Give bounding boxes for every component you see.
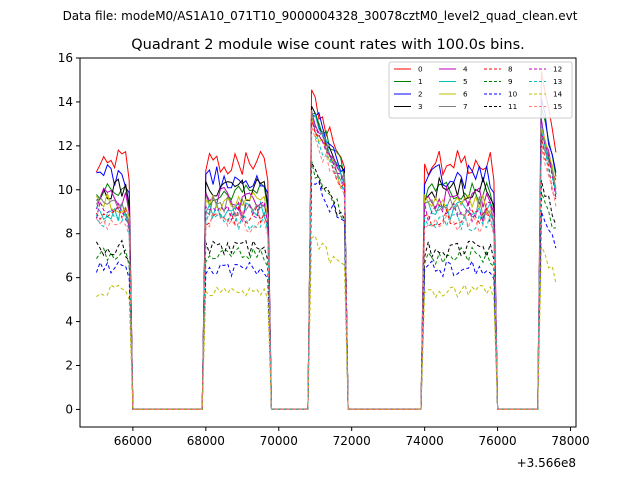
- series-line-9: [95, 160, 556, 410]
- x-tick-label: 68000: [187, 434, 225, 448]
- x-tick-label: 72000: [333, 434, 371, 448]
- legend-label-4: 4: [463, 65, 468, 74]
- legend-label-15: 15: [553, 102, 562, 111]
- legend-label-6: 6: [463, 90, 468, 99]
- y-tick-label: 10: [58, 183, 73, 197]
- x-offset-label: +3.566e8: [517, 456, 576, 470]
- plot-area: [95, 71, 557, 410]
- y-tick-label: 2: [65, 359, 73, 373]
- series-line-15: [95, 126, 557, 410]
- y-tick-label: 16: [58, 51, 73, 65]
- series-line-8: [95, 118, 557, 410]
- y-axis: 0 2 4 6 8 10 12 14 16: [58, 51, 80, 416]
- y-tick-label: 8: [65, 227, 73, 241]
- legend-frame: [388, 61, 573, 119]
- legend-label-7: 7: [463, 102, 468, 111]
- legend-label-3: 3: [418, 102, 423, 111]
- y-tick-label: 6: [65, 271, 73, 285]
- y-tick-label: 0: [65, 402, 73, 416]
- x-axis: 66000 68000 70000 72000 74000 76000 78000: [114, 427, 590, 448]
- series-line-11: [95, 161, 557, 410]
- legend-label-1: 1: [418, 77, 423, 86]
- y-tick-label: 14: [58, 95, 73, 109]
- series-line-10: [95, 180, 557, 410]
- legend-label-14: 14: [553, 90, 563, 99]
- series-line-13: [95, 130, 557, 410]
- x-tick-label: 78000: [551, 434, 589, 448]
- chart-title: Quadrant 2 module wise count rates with …: [131, 37, 525, 53]
- legend-label-12: 12: [553, 65, 562, 74]
- legend-label-11: 11: [508, 102, 517, 111]
- y-tick-label: 12: [58, 139, 73, 153]
- chart-suptitle: Data file: modeM0/AS1A10_071T10_90000043…: [63, 9, 578, 23]
- legend-label-8: 8: [508, 65, 513, 74]
- x-tick-label: 74000: [406, 434, 444, 448]
- legend-label-9: 9: [508, 77, 513, 86]
- series-line-6: [95, 117, 557, 410]
- legend-label-10: 10: [508, 90, 518, 99]
- legend-label-13: 13: [553, 77, 562, 86]
- x-tick-label: 76000: [478, 434, 516, 448]
- series-line-5: [96, 113, 557, 410]
- series-line-0: [95, 71, 557, 410]
- legend-label-0: 0: [418, 65, 423, 74]
- y-tick-label: 4: [65, 315, 73, 329]
- legend-label-5: 5: [463, 77, 468, 86]
- x-tick-label: 70000: [260, 434, 298, 448]
- x-tick-label: 66000: [114, 434, 152, 448]
- series-line-3: [96, 105, 557, 410]
- axes-frame: [79, 57, 577, 428]
- series-line-14: [96, 234, 557, 410]
- legend-label-2: 2: [418, 90, 423, 99]
